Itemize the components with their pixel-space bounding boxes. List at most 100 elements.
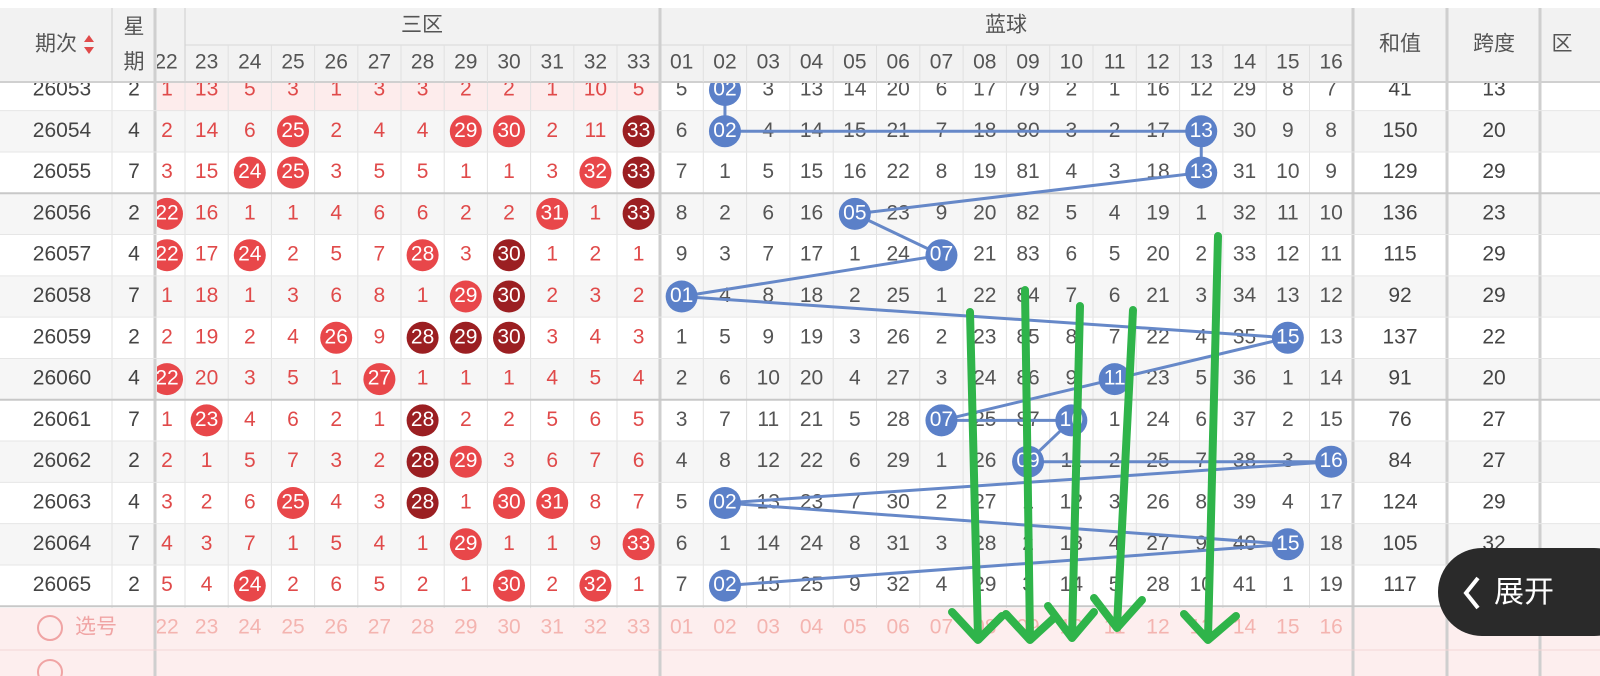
zone3-cell: 2 bbox=[330, 119, 342, 142]
zone3-cell: 1 bbox=[460, 491, 472, 514]
header-top bbox=[0, 0, 1600, 8]
blue-cell: 12 bbox=[1190, 78, 1213, 101]
sum: 91 bbox=[1388, 367, 1411, 390]
blue-cell: 14 bbox=[843, 78, 867, 101]
zone3-cell: 2 bbox=[633, 284, 645, 307]
blue-cell: 79 bbox=[1016, 78, 1039, 101]
zone3-cell: 29 bbox=[454, 119, 477, 142]
blue-cell: 22 bbox=[1146, 325, 1169, 348]
select-bg bbox=[0, 608, 1600, 676]
select-cell: 27 bbox=[368, 616, 391, 639]
zone3-cell: 27 bbox=[368, 367, 391, 390]
blue-cell: 12 bbox=[1319, 284, 1342, 307]
blue-cell: 6 bbox=[676, 532, 688, 555]
select-cell: 05 bbox=[843, 616, 866, 639]
blue-cell: 6 bbox=[676, 119, 688, 142]
period: 26063 bbox=[33, 491, 91, 514]
zone3-cell: 28 bbox=[411, 491, 434, 514]
blue-cell: 19 bbox=[973, 160, 996, 183]
blue-cell: 9 bbox=[1325, 160, 1337, 183]
hit-ball bbox=[493, 487, 525, 519]
select-cell: 01 bbox=[670, 616, 693, 639]
row-bg bbox=[0, 482, 1600, 524]
zone3-cell: 1 bbox=[590, 201, 602, 224]
blue-cell: 20 bbox=[800, 367, 823, 390]
zone3-cell: 6 bbox=[244, 119, 256, 142]
span: 27 bbox=[1482, 449, 1505, 472]
partial-cell: 4 bbox=[161, 532, 173, 555]
expand-button[interactable]: 展开 bbox=[1438, 548, 1600, 636]
hit-ball bbox=[363, 363, 396, 396]
blue-ball bbox=[1271, 528, 1304, 561]
zone3-cell: 29 bbox=[454, 449, 477, 472]
blue-cell: 16 bbox=[1146, 78, 1169, 101]
zone3-cell: 32 bbox=[584, 573, 607, 596]
blue-cell: 27 bbox=[1146, 532, 1169, 555]
row-bg bbox=[0, 399, 1600, 442]
zone3-cell: 24 bbox=[238, 573, 262, 596]
blue-cell: 1 bbox=[676, 325, 688, 348]
zone3-cell: 6 bbox=[330, 573, 342, 596]
blue-cell: 37 bbox=[1233, 408, 1256, 431]
select-cell: 02 bbox=[713, 616, 736, 639]
button-bg[interactable] bbox=[1438, 548, 1600, 636]
partial-cell: 22 bbox=[155, 367, 178, 390]
header-weekday: 期 bbox=[124, 51, 145, 74]
blue-cell: 6 bbox=[1066, 243, 1078, 266]
blue-cell: 1 bbox=[1109, 78, 1121, 101]
zone3-cell: 29 bbox=[454, 532, 477, 555]
period: 26053 bbox=[33, 78, 91, 101]
blue-cell: 14 bbox=[757, 532, 781, 555]
blue-cell: 3 bbox=[936, 367, 948, 390]
hit-ball bbox=[449, 280, 482, 313]
zone3-cell: 3 bbox=[374, 491, 386, 514]
blue-cell: 1 bbox=[1282, 367, 1294, 390]
blue-cell: 16 bbox=[843, 160, 866, 183]
blue-cell: 05 bbox=[843, 201, 866, 224]
zone3-cell: 4 bbox=[330, 201, 342, 224]
zone3-cell: 4 bbox=[330, 491, 342, 514]
blue-cell: 1 bbox=[936, 449, 948, 472]
sum: 136 bbox=[1382, 201, 1417, 224]
blue-cell: 19 bbox=[800, 325, 823, 348]
blue-cell: 10 bbox=[1319, 201, 1342, 224]
blue-cell: 27 bbox=[886, 367, 909, 390]
blue-ball bbox=[1185, 115, 1218, 148]
zone3-cell: 5 bbox=[330, 532, 342, 555]
zone3-cell: 10 bbox=[584, 78, 607, 101]
blue-cell: 33 bbox=[1233, 243, 1256, 266]
zone3-cell: 19 bbox=[195, 325, 218, 348]
sort-icon bbox=[84, 47, 94, 54]
header-col: 22 bbox=[154, 51, 177, 74]
hit-ball bbox=[233, 569, 266, 602]
zone3-cell: 3 bbox=[460, 243, 472, 266]
arrow bbox=[1044, 302, 1098, 642]
blue-cell: 36 bbox=[1233, 367, 1256, 390]
row-bg bbox=[0, 275, 1600, 318]
zone3-cell: 4 bbox=[546, 367, 558, 390]
period: 26058 bbox=[33, 284, 91, 307]
zone3-cell: 5 bbox=[633, 78, 645, 101]
chevron-icon[interactable] bbox=[1463, 576, 1480, 610]
weekday: 7 bbox=[128, 532, 140, 555]
button-label[interactable]: 展开 bbox=[1494, 576, 1554, 609]
zone3-cell: 2 bbox=[374, 449, 386, 472]
zone3-cell: 6 bbox=[330, 284, 342, 307]
header-col: 05 bbox=[843, 51, 866, 74]
zone3-cell: 1 bbox=[244, 284, 256, 307]
hit-ball bbox=[406, 321, 439, 354]
blue-cell: 5 bbox=[1109, 243, 1121, 266]
zone3-cell: 1 bbox=[287, 201, 299, 224]
header-col: 08 bbox=[973, 51, 996, 74]
weekday: 4 bbox=[128, 491, 140, 514]
blue-cell: 15 bbox=[1276, 325, 1299, 348]
zone3-cell: 1 bbox=[374, 408, 386, 431]
header-col: 04 bbox=[800, 51, 824, 74]
zone3-cell: 30 bbox=[497, 325, 520, 348]
radio bbox=[37, 615, 63, 641]
partial-cell: 22 bbox=[155, 243, 178, 266]
partial-cell: 2 bbox=[161, 119, 173, 142]
zone3-cell: 7 bbox=[244, 532, 256, 555]
